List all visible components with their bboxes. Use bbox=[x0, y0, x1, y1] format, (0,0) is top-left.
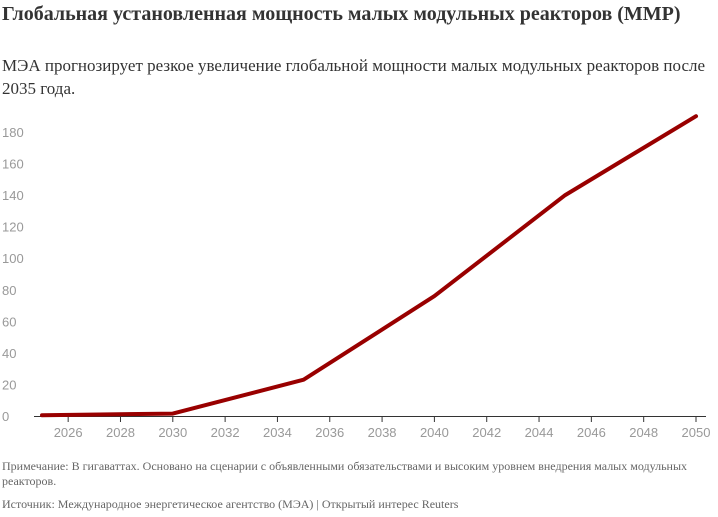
series-group bbox=[40, 114, 698, 418]
chart-source: Источник: Международное энергетическое а… bbox=[2, 497, 459, 511]
series-line bbox=[40, 114, 698, 418]
chart-note: Примечание: В гигаваттах. Основано на сц… bbox=[2, 459, 688, 488]
x-tick-label: 2050 bbox=[682, 425, 711, 440]
y-tick-label: 140 bbox=[2, 188, 24, 203]
x-tick-label: 2044 bbox=[525, 425, 554, 440]
x-tick-label: 2026 bbox=[54, 425, 83, 440]
y-tick-label: 120 bbox=[2, 220, 24, 235]
chart-subtitle: МЭА прогнозирует резкое увеличение глоба… bbox=[2, 56, 706, 98]
x-tick-label: 2036 bbox=[315, 425, 344, 440]
x-tick-label: 2040 bbox=[420, 425, 449, 440]
y-tick-label: 20 bbox=[2, 377, 16, 392]
x-tick-label: 2034 bbox=[263, 425, 292, 440]
y-tick-label: 100 bbox=[2, 251, 24, 266]
x-tick-label: 2042 bbox=[472, 425, 501, 440]
x-tick-label: 2028 bbox=[106, 425, 135, 440]
y-tick-label: 60 bbox=[2, 314, 16, 329]
y-tick-label: 160 bbox=[2, 157, 24, 172]
x-tick-label: 2030 bbox=[158, 425, 187, 440]
y-axis-ticks: 0 20 40 60 80 100 120 140 160 180 bbox=[2, 125, 24, 424]
y-tick-label: 180 bbox=[2, 125, 24, 140]
x-tick-label: 2038 bbox=[368, 425, 397, 440]
x-tick-label: 2032 bbox=[211, 425, 240, 440]
y-tick-label: 0 bbox=[2, 409, 9, 424]
x-axis-ticks: 2026 2028 2030 2032 2034 2036 2038 2040 2042 2044… bbox=[54, 416, 711, 440]
chart-title: Глобальная установленная мощность малых … bbox=[2, 3, 681, 25]
y-tick-label: 80 bbox=[2, 283, 16, 298]
y-tick-label: 40 bbox=[2, 346, 16, 361]
x-tick-label: 2048 bbox=[629, 425, 658, 440]
x-tick-label: 2046 bbox=[577, 425, 606, 440]
